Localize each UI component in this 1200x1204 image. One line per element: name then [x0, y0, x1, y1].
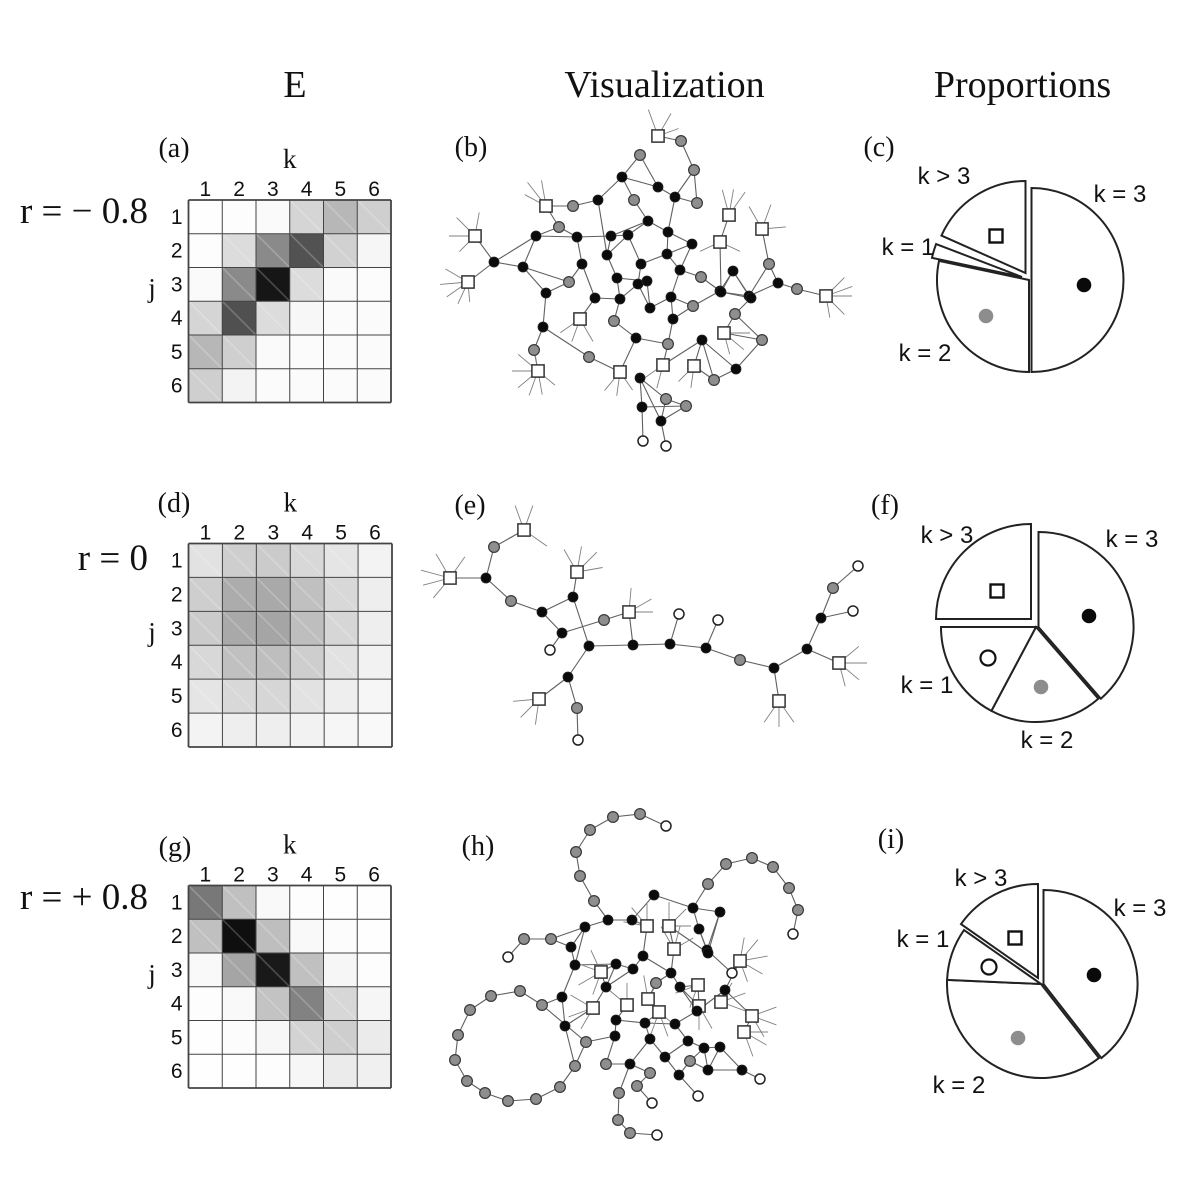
- svg-text:k: k: [283, 144, 297, 174]
- svg-text:5: 5: [335, 522, 347, 545]
- svg-text:(h): (h): [462, 831, 495, 862]
- svg-text:k = 3: k = 3: [1106, 526, 1159, 553]
- svg-text:E: E: [283, 64, 306, 106]
- svg-text:(a): (a): [158, 133, 189, 164]
- svg-text:k > 3: k > 3: [918, 163, 971, 190]
- svg-text:6: 6: [368, 178, 380, 201]
- svg-text:6: 6: [171, 375, 183, 398]
- svg-text:3: 3: [267, 864, 279, 887]
- svg-text:k > 3: k > 3: [955, 865, 1008, 892]
- svg-text:6: 6: [171, 719, 183, 742]
- svg-text:Visualization: Visualization: [564, 64, 764, 106]
- svg-text:k = 1: k = 1: [901, 672, 954, 699]
- svg-text:(d): (d): [158, 488, 191, 519]
- svg-text:5: 5: [171, 1026, 183, 1049]
- svg-text:k = 1: k = 1: [897, 926, 950, 953]
- svg-text:4: 4: [301, 522, 313, 545]
- svg-text:(e): (e): [454, 490, 485, 521]
- svg-text:k = 2: k = 2: [899, 340, 952, 367]
- svg-text:r = − 0.8: r = − 0.8: [20, 191, 148, 232]
- svg-text:5: 5: [171, 341, 183, 364]
- svg-text:1: 1: [200, 178, 212, 201]
- svg-text:4: 4: [171, 993, 183, 1016]
- svg-text:k > 3: k > 3: [921, 522, 974, 549]
- svg-text:Proportions: Proportions: [934, 64, 1111, 106]
- svg-text:3: 3: [267, 522, 279, 545]
- svg-text:(f): (f): [871, 490, 899, 521]
- svg-text:2: 2: [171, 240, 183, 263]
- svg-text:2: 2: [233, 178, 245, 201]
- svg-text:2: 2: [171, 925, 183, 948]
- svg-text:6: 6: [368, 864, 380, 887]
- svg-text:4: 4: [171, 651, 183, 674]
- svg-text:3: 3: [171, 617, 183, 640]
- svg-text:k = 3: k = 3: [1094, 181, 1147, 208]
- svg-text:1: 1: [171, 891, 183, 914]
- svg-text:4: 4: [301, 864, 313, 887]
- svg-text:j: j: [147, 959, 156, 989]
- svg-text:3: 3: [171, 959, 183, 982]
- svg-text:(c): (c): [863, 132, 894, 163]
- svg-text:3: 3: [171, 273, 183, 296]
- svg-text:1: 1: [171, 550, 183, 573]
- svg-text:6: 6: [369, 522, 381, 545]
- svg-text:j: j: [147, 273, 156, 303]
- svg-text:1: 1: [200, 522, 212, 545]
- svg-text:1: 1: [200, 864, 212, 887]
- svg-text:6: 6: [171, 1060, 183, 1083]
- svg-text:k = 2: k = 2: [933, 1072, 986, 1099]
- svg-text:k: k: [283, 830, 297, 860]
- svg-text:1: 1: [171, 206, 183, 229]
- svg-text:5: 5: [171, 685, 183, 708]
- svg-text:r = 0: r = 0: [78, 538, 148, 579]
- svg-text:r = + 0.8: r = + 0.8: [20, 877, 148, 918]
- svg-text:(b): (b): [455, 132, 488, 163]
- svg-text:2: 2: [234, 522, 246, 545]
- svg-text:2: 2: [171, 583, 183, 606]
- svg-text:(i): (i): [878, 824, 904, 855]
- svg-text:5: 5: [335, 178, 347, 201]
- svg-text:3: 3: [267, 178, 279, 201]
- svg-text:k = 1: k = 1: [882, 234, 935, 261]
- svg-text:4: 4: [301, 178, 313, 201]
- svg-text:j: j: [147, 617, 156, 647]
- svg-text:(g): (g): [159, 832, 192, 863]
- svg-text:k = 2: k = 2: [1021, 727, 1074, 754]
- svg-text:2: 2: [233, 864, 245, 887]
- svg-text:k: k: [283, 488, 297, 518]
- svg-text:k = 3: k = 3: [1114, 895, 1167, 922]
- svg-text:4: 4: [171, 307, 183, 330]
- svg-text:5: 5: [335, 864, 347, 887]
